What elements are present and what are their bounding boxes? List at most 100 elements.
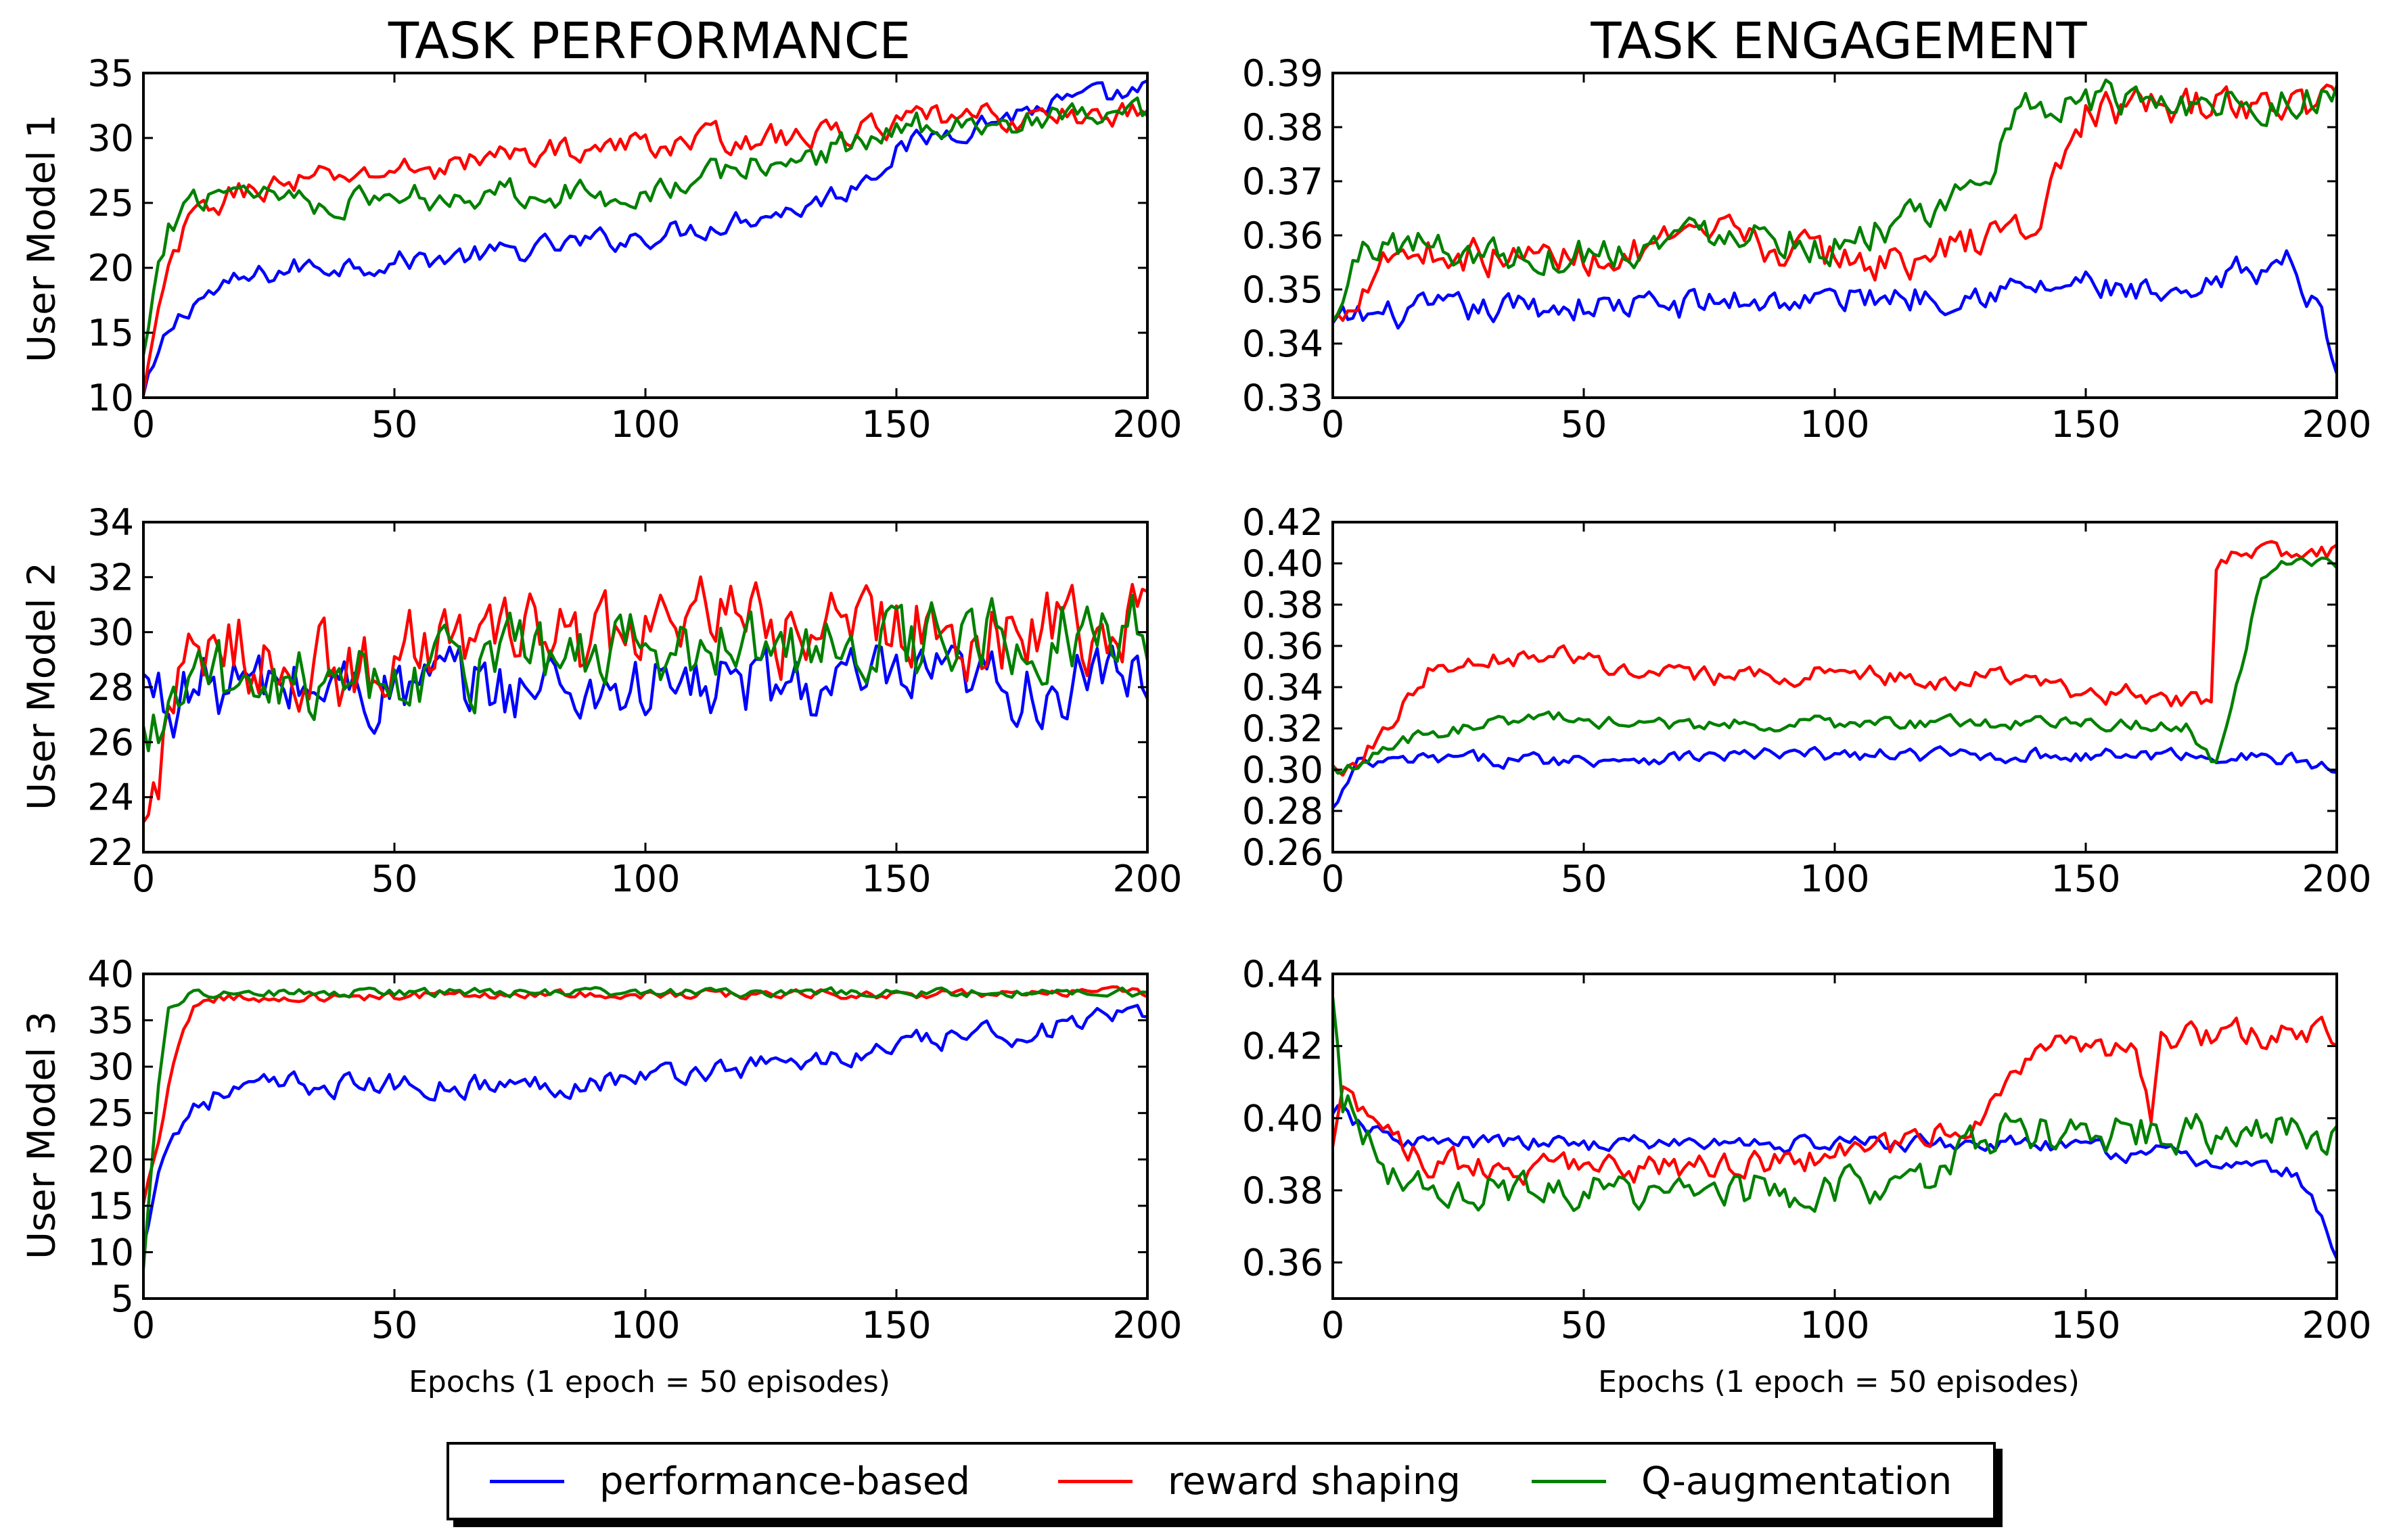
- x-tick-label: 50: [1561, 403, 1607, 446]
- series-line-q-augmentation: [143, 985, 1147, 1269]
- y-tick-label: 15: [87, 1185, 134, 1228]
- chart-panel-2: 0 50 100 150 200 0.33 0.34 0.35 0.36 0.37 0.38 0.39: [1242, 52, 2372, 446]
- y-tick-label: 20: [87, 247, 134, 289]
- x-tick-label: 200: [2302, 403, 2371, 446]
- y-tick-label: 0.30: [1242, 749, 1323, 791]
- plot-frame: [142, 521, 1149, 854]
- x-tick-label: 100: [610, 403, 680, 446]
- series-line-reward-shaping: [143, 101, 1147, 395]
- y-tick-label: 26: [87, 721, 134, 764]
- x-tick-label: 0: [1321, 403, 1344, 446]
- y-tick-label: 0.37: [1242, 160, 1323, 203]
- chart-panel-6: 0 50 100 150 200 0.36 0.38 0.40 0.42 0.44: [1242, 953, 2372, 1347]
- x-tick-label: 0: [132, 858, 155, 900]
- y-tick-label: 10: [87, 1231, 134, 1274]
- y-tick-label: 0.44: [1242, 953, 1323, 996]
- y-tick-label: 0.40: [1242, 1097, 1323, 1140]
- x-tick-label: 100: [1800, 858, 1869, 900]
- x-tick-label: 50: [1561, 1304, 1607, 1347]
- x-tick-label: 200: [1112, 403, 1182, 446]
- y-tick-label: 0.28: [1242, 790, 1323, 833]
- col-title-performance: TASK PERFORMANCE: [388, 12, 911, 70]
- series-line-q-augmentation: [1333, 556, 2337, 775]
- series-line-reward-shaping: [1333, 540, 2337, 777]
- y-tick-label: 34: [87, 501, 134, 544]
- y-tick-label: 0.38: [1242, 106, 1323, 149]
- plot-frame: [142, 973, 1149, 1300]
- legend-item-reward-shaping: reward shaping: [1058, 1445, 1461, 1518]
- y-tick-label: 0.42: [1242, 501, 1323, 544]
- series-line-performance-based: [143, 79, 1147, 396]
- y-tick-label: 15: [87, 312, 134, 354]
- series-line-reward-shaping: [143, 985, 1147, 1205]
- y-tick-label: 28: [87, 666, 134, 709]
- y-tick-label: 0.38: [1242, 1169, 1323, 1212]
- x-tick-label: 50: [371, 403, 418, 446]
- y-tick-label: 40: [87, 953, 134, 996]
- y-tick-label: 0.35: [1242, 269, 1323, 311]
- series-line-performance-based: [1333, 249, 2337, 374]
- y-tick-label: 0.36: [1242, 214, 1323, 257]
- y-tick-label: 0.42: [1242, 1025, 1323, 1068]
- x-tick-label: 0: [1321, 1304, 1344, 1347]
- chart-panel-1: 0 50 100 150 200 10 15 20 25 30 35: [87, 52, 1182, 446]
- x-tick-label: 150: [861, 403, 931, 446]
- legend: performance-based reward shaping Q-augme…: [447, 1442, 1996, 1520]
- x-tick-label: 200: [1112, 858, 1182, 900]
- plot-frame: [1331, 521, 2338, 854]
- x-tick-label: 50: [371, 1304, 418, 1347]
- series-line-reward-shaping: [143, 575, 1147, 823]
- series-line-reward-shaping: [1333, 83, 2337, 323]
- x-tick-label: 50: [1561, 858, 1607, 900]
- chart-panel-3: 0 50 100 150 200 22 24 26 28 30 32 34: [87, 501, 1182, 900]
- series-line-q-augmentation: [143, 96, 1147, 356]
- series-line-reward-shaping: [1333, 1015, 2337, 1186]
- y-tick-label: 32: [87, 556, 134, 599]
- x-tick-label: 100: [610, 1304, 680, 1347]
- x-tick-label: 0: [132, 403, 155, 446]
- y-tick-label: 0.32: [1242, 707, 1323, 750]
- x-tick-label: 150: [861, 1304, 931, 1347]
- col-title-engagement: TASK ENGAGEMENT: [1591, 12, 2087, 70]
- y-tick-label: 35: [87, 52, 134, 95]
- series-line-performance-based: [143, 1004, 1147, 1247]
- x-tick-label: 200: [1112, 1304, 1182, 1347]
- x-tick-label: 0: [1321, 858, 1344, 900]
- x-tick-label: 150: [2051, 403, 2120, 446]
- y-tick-label: 0.38: [1242, 584, 1323, 626]
- y-tick-label: 22: [87, 831, 134, 874]
- x-tick-label: 150: [861, 858, 931, 900]
- x-axis-label-right: Epochs (1 epoch = 50 episodes): [1598, 1365, 2080, 1399]
- y-tick-label: 24: [87, 776, 134, 819]
- legend-item-performance-based: performance-based: [490, 1445, 970, 1518]
- y-tick-label: 0.36: [1242, 625, 1323, 668]
- y-tick-label: 0.26: [1242, 831, 1323, 874]
- y-tick-label: 0.33: [1242, 377, 1323, 419]
- y-tick-label: 5: [111, 1278, 134, 1320]
- series-line-q-augmentation: [1333, 78, 2337, 323]
- y-tick-label: 30: [87, 117, 134, 160]
- y-tick-label: 10: [87, 377, 134, 419]
- legend-line-performance-based: [490, 1479, 564, 1483]
- y-tick-label: 0.40: [1242, 542, 1323, 585]
- y-tick-label: 30: [87, 1046, 134, 1088]
- x-tick-label: 200: [2302, 1304, 2371, 1347]
- legend-line-reward-shaping: [1058, 1479, 1133, 1483]
- y-tick-label: 0.34: [1242, 323, 1323, 365]
- x-tick-label: 100: [1800, 1304, 1869, 1347]
- series-line-performance-based: [1333, 745, 2337, 810]
- legend-label-q-augmentation: Q-augmentation: [1641, 1459, 1952, 1503]
- y-tick-label: 0.39: [1242, 52, 1323, 95]
- x-tick-label: 150: [2051, 858, 2120, 900]
- y-tick-label: 20: [87, 1138, 134, 1181]
- y-tick-label: 25: [87, 1092, 134, 1135]
- y-tick-label: 35: [87, 1000, 134, 1042]
- chart-panel-4: 0 50 100 150 200 0.260.280.300.320.340.360.38…: [1242, 501, 2372, 900]
- y-tick-label: 0.34: [1242, 666, 1323, 709]
- x-tick-label: 200: [2302, 858, 2371, 900]
- legend-label-performance-based: performance-based: [599, 1459, 970, 1503]
- series-line-performance-based: [1333, 1104, 2337, 1259]
